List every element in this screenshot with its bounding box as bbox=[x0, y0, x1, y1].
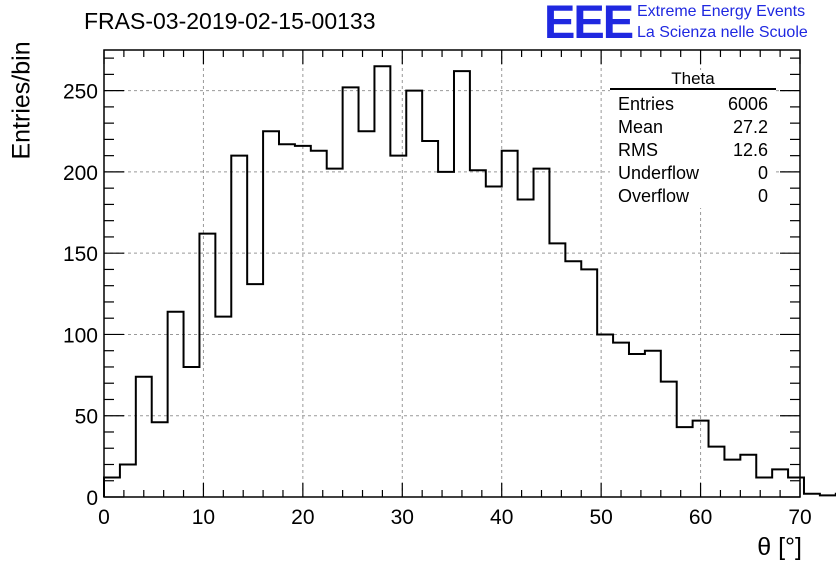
stats-value: 0 bbox=[757, 186, 768, 206]
stats-row-rms: RMS 12.6 bbox=[610, 139, 776, 162]
stats-label: RMS bbox=[618, 140, 658, 160]
y-axis-label: Entries/bin bbox=[7, 41, 36, 160]
y-tick-label: 200 bbox=[63, 162, 98, 185]
stats-title: Theta bbox=[610, 70, 776, 90]
x-tick-label: 10 bbox=[192, 506, 215, 529]
stats-value: 27.2 bbox=[732, 117, 768, 137]
stats-row-underflow: Underflow 0 bbox=[610, 162, 776, 185]
stats-value: 0 bbox=[757, 163, 768, 183]
stats-label: Underflow bbox=[618, 163, 700, 183]
y-tick-label: 150 bbox=[63, 243, 98, 266]
eee-logo: EEE bbox=[544, 0, 634, 48]
stats-label: Mean bbox=[618, 117, 664, 137]
stats-label: Entries bbox=[618, 94, 675, 114]
logo-text-line2: La Scienza nelle Scuole bbox=[637, 24, 808, 41]
y-tick-labels: 0 50 100 150 200 250 bbox=[63, 81, 98, 510]
x-tick-label: 70 bbox=[788, 506, 811, 529]
y-tick-label: 250 bbox=[63, 81, 98, 104]
x-tick-label: 0 bbox=[98, 506, 110, 529]
histogram-line bbox=[103, 65, 836, 497]
y-tick-label: 100 bbox=[63, 324, 98, 347]
x-tick-label: 20 bbox=[291, 506, 314, 529]
stats-box: Theta Entries 6006 Mean 27.2 RMS 12.6 Un… bbox=[610, 70, 776, 208]
logo-text-line1: Extreme Energy Events bbox=[637, 3, 806, 20]
x-tick-label: 30 bbox=[391, 506, 414, 529]
stats-value: 6006 bbox=[727, 94, 768, 114]
stats-row-mean: Mean 27.2 bbox=[610, 116, 776, 139]
stats-row-entries: Entries 6006 bbox=[610, 93, 776, 116]
stats-label: Overflow bbox=[618, 186, 690, 206]
y-tick-label: 50 bbox=[75, 406, 98, 429]
x-tick-label: 50 bbox=[589, 506, 612, 529]
x-tick-label: 60 bbox=[689, 506, 712, 529]
y-tick-label: 0 bbox=[86, 487, 98, 510]
stats-row-overflow: Overflow 0 bbox=[610, 185, 776, 208]
x-tick-label: 40 bbox=[490, 506, 513, 529]
chart-title: FRAS-03-2019-02-15-00133 bbox=[84, 8, 376, 34]
plot-frame bbox=[103, 49, 801, 498]
x-tick-labels: 0 10 20 30 40 50 60 70 bbox=[98, 506, 812, 529]
x-axis-label: θ [°] bbox=[757, 533, 802, 561]
stats-value: 12.6 bbox=[732, 140, 768, 160]
